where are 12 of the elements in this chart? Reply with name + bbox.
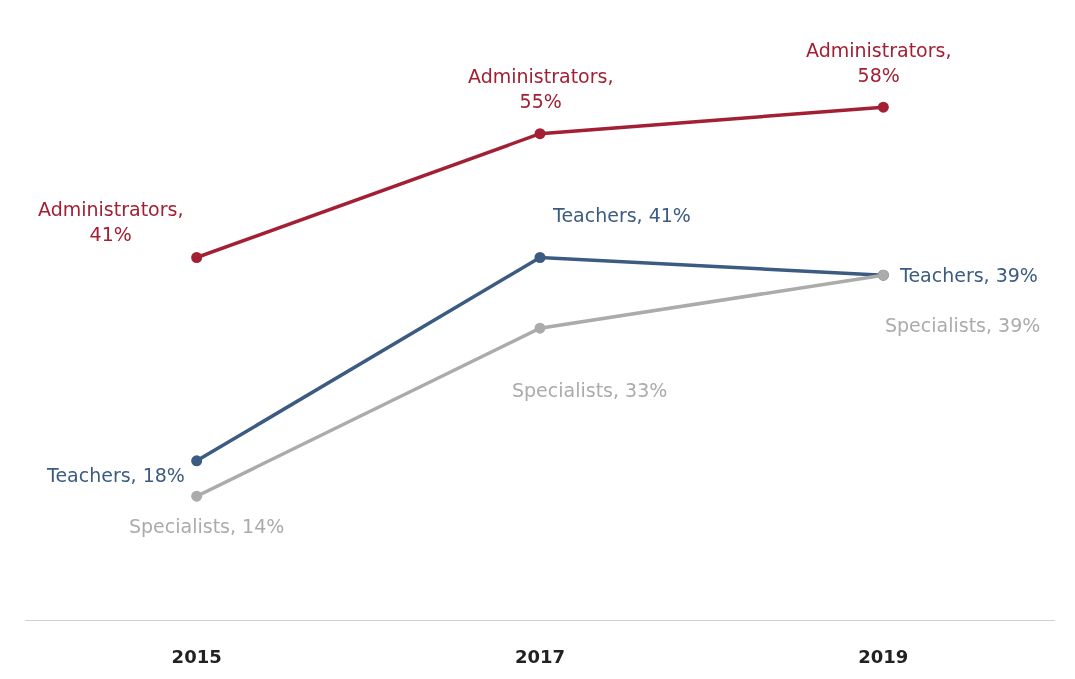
x-tick-label: 2019: [858, 645, 909, 667]
data-label: Specialists, 39%: [885, 314, 1041, 336]
data-label: Teachers, 39%: [899, 264, 1038, 286]
data-label: Administrators, 55%: [468, 65, 614, 112]
data-label: Teachers, 18%: [46, 464, 185, 486]
data-label: Administrators, 41%: [38, 198, 184, 245]
data-label: Administrators, 58%: [806, 39, 952, 86]
data-label: Specialists, 33%: [512, 379, 668, 401]
x-tick-label: 2017: [514, 645, 566, 667]
x-tick-label: 2015: [171, 645, 222, 667]
data-label: Teachers, 41%: [552, 204, 691, 226]
data-label: Specialists, 14%: [129, 515, 285, 537]
